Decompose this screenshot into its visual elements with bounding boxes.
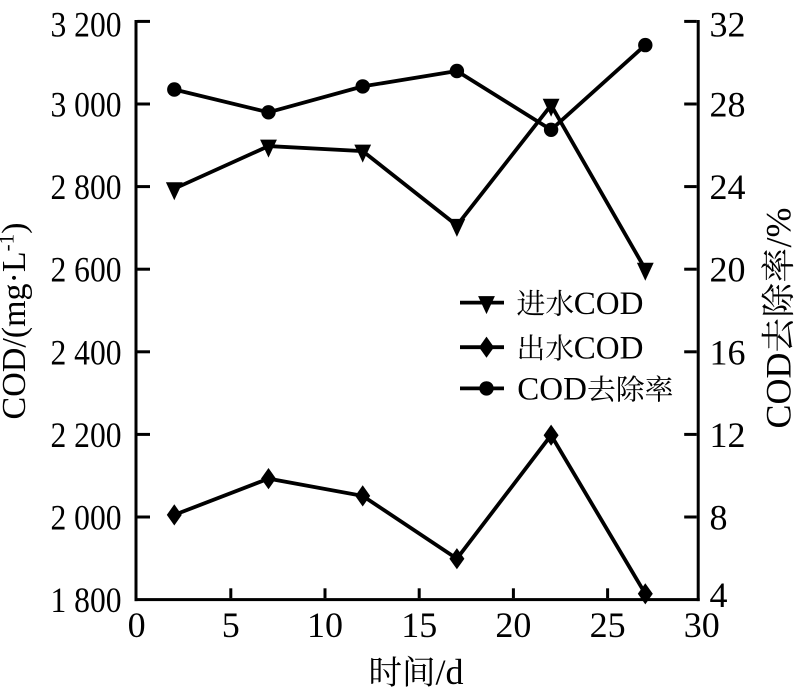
svg-text:COD: COD — [574, 286, 644, 322]
svg-text:5: 5 — [222, 605, 240, 645]
svg-text:8: 8 — [710, 498, 728, 538]
svg-text:10: 10 — [307, 605, 343, 645]
svg-text:2 800: 2 800 — [51, 167, 122, 207]
svg-text:32: 32 — [710, 4, 746, 44]
svg-text:2 400: 2 400 — [51, 332, 122, 372]
svg-text:15: 15 — [401, 605, 437, 645]
svg-text:3 200: 3 200 — [51, 4, 122, 44]
svg-text:COD: COD — [574, 330, 644, 366]
svg-text:2 600: 2 600 — [51, 250, 122, 290]
svg-text:0: 0 — [128, 605, 146, 645]
svg-text:12: 12 — [710, 415, 746, 455]
svg-text:COD: COD — [759, 352, 799, 428]
svg-text:25: 25 — [590, 605, 626, 645]
svg-text:24: 24 — [710, 167, 746, 207]
svg-text:30: 30 — [684, 605, 720, 645]
svg-text:16: 16 — [710, 332, 746, 372]
svg-text:28: 28 — [710, 85, 746, 125]
svg-text:COD/(mg·L-1): COD/(mg·L-1) — [0, 223, 33, 420]
svg-text:20: 20 — [710, 250, 746, 290]
svg-text:2 200: 2 200 — [51, 415, 122, 455]
svg-text:COD: COD — [517, 372, 587, 408]
svg-text:1 800: 1 800 — [51, 580, 122, 620]
svg-text:4: 4 — [710, 575, 728, 615]
svg-text:/%: /% — [759, 208, 799, 248]
svg-text:/d: /d — [436, 652, 464, 692]
svg-text:2 000: 2 000 — [51, 498, 122, 538]
svg-text:20: 20 — [495, 605, 531, 645]
svg-text:3 000: 3 000 — [51, 85, 122, 125]
